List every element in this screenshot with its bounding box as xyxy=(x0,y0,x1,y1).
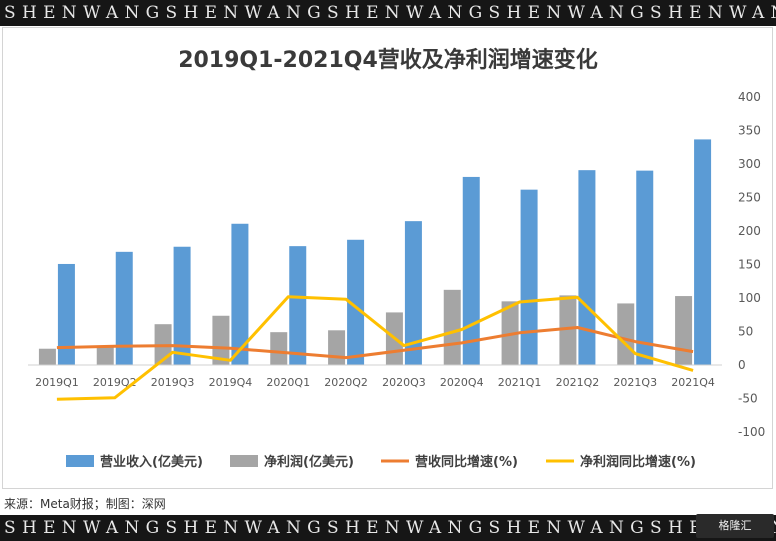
revenue-bar xyxy=(289,246,307,365)
revenue-bar xyxy=(636,170,654,365)
net-profit-bar xyxy=(38,348,56,365)
revenue-bar xyxy=(57,263,75,365)
x-tick-label: 2020Q2 xyxy=(324,376,368,389)
legend-swatch xyxy=(230,455,258,467)
revenue-bar xyxy=(462,176,480,365)
y-tick-label: -100 xyxy=(738,425,765,439)
net-profit-bar xyxy=(559,295,577,365)
y-tick-label: -50 xyxy=(738,392,758,406)
net-profit-bar xyxy=(328,330,346,365)
net-profit-bar xyxy=(212,315,230,365)
chart-title: 2019Q1-2021Q4营收及净利润增速变化 xyxy=(178,48,598,73)
y-tick-label: 400 xyxy=(738,90,761,104)
net-profit-growth-line xyxy=(56,295,694,401)
x-tick-label: 2021Q4 xyxy=(671,376,715,389)
x-tick-label: 2019Q1 xyxy=(35,376,79,389)
net-profit-bar xyxy=(270,332,288,365)
x-tick-label: 2020Q1 xyxy=(266,376,310,389)
revenue-bar xyxy=(173,246,191,365)
y-tick-label: 100 xyxy=(738,291,761,305)
revenue-bar xyxy=(347,239,365,365)
net-profit-bar xyxy=(617,303,635,365)
y-tick-label: 200 xyxy=(738,224,761,238)
y-tick-label: 350 xyxy=(738,124,761,138)
legend-label: 净利润同比增速(%) xyxy=(580,454,696,470)
revenue-growth-line xyxy=(56,326,694,360)
x-tick-label: 2021Q2 xyxy=(556,376,600,389)
bottom-watermark-banner: SHENWANGSHENWANGSHENWANGSHENWANGSHENWANG… xyxy=(0,515,776,541)
y-tick-label: 50 xyxy=(738,325,753,339)
legend-label: 营业收入(亿美元) xyxy=(100,454,203,470)
x-tick-label: 2021Q3 xyxy=(613,376,657,389)
legend-swatch xyxy=(66,455,94,467)
source-note: 来源：Meta财报；制图：深网 xyxy=(4,497,166,511)
revenue-bar xyxy=(694,139,712,365)
x-tick-label: 2019Q4 xyxy=(209,376,253,389)
revenue-bar xyxy=(404,221,422,365)
chart-frame xyxy=(2,27,773,489)
y-tick-label: 150 xyxy=(738,258,761,272)
y-tick-label: 0 xyxy=(738,358,746,372)
net-profit-bar xyxy=(675,296,693,365)
y-tick-label: 300 xyxy=(738,157,761,171)
net-profit-bar xyxy=(443,289,461,365)
x-tick-label: 2020Q3 xyxy=(382,376,426,389)
x-tick-label: 2021Q1 xyxy=(498,376,542,389)
revenue-bar xyxy=(231,223,249,365)
x-tick-label: 2019Q2 xyxy=(93,376,137,389)
x-tick-label: 2019Q3 xyxy=(151,376,195,389)
top-watermark-banner: SHENWANGSHENWANGSHENWANGSHENWANGSHENWANG… xyxy=(0,0,776,26)
x-tick-label: 2020Q4 xyxy=(440,376,484,389)
legend-label: 营收同比增速(%) xyxy=(415,454,518,470)
revenue-bar xyxy=(578,170,596,365)
chart-canvas: -100 -50 0 50 100 150 200 250 300 350 400 2019Q1 201… xyxy=(28,90,765,470)
site-watermark-logo: 格隆汇 xyxy=(696,514,774,538)
y-tick-label: 250 xyxy=(738,191,761,205)
legend-label: 净利润(亿美元) xyxy=(264,454,354,470)
net-profit-bar xyxy=(96,347,114,365)
revenue-bar xyxy=(115,251,133,365)
revenue-bar xyxy=(520,189,538,365)
